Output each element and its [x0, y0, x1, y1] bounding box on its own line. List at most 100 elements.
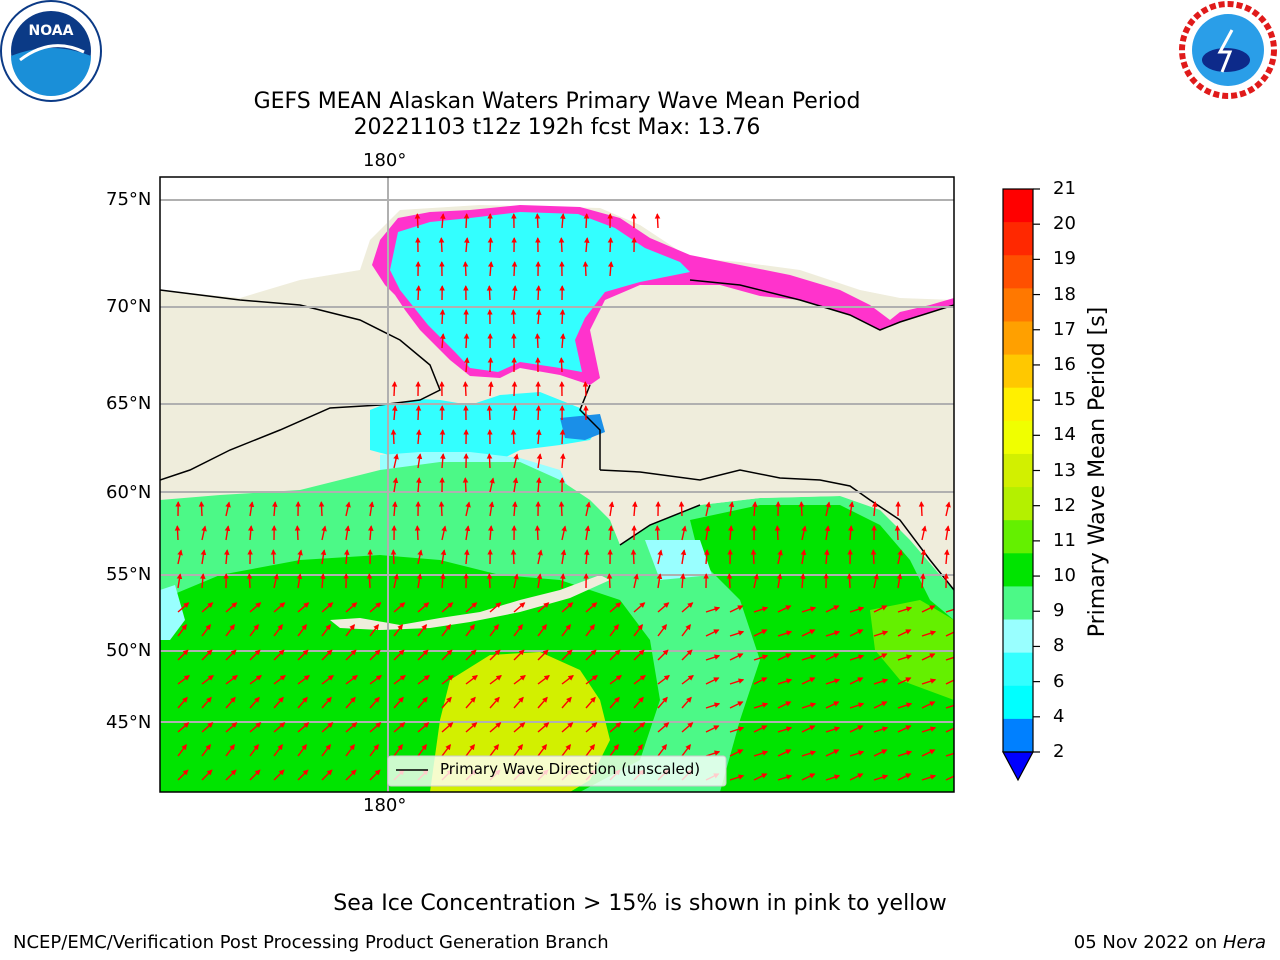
wave-direction-arrow [728, 525, 734, 541]
wave-direction-arrow [897, 549, 903, 565]
wave-direction-arrow [249, 722, 262, 733]
legend-label: Primary Wave Direction (unscaled) [440, 760, 701, 778]
wave-direction-arrow [465, 624, 475, 637]
wave-direction-arrow [417, 649, 429, 661]
wave-direction-arrow [392, 477, 399, 493]
alaska-south-coast [595, 470, 870, 545]
wave-direction-arrow [585, 722, 598, 733]
wave-direction-arrow [537, 675, 550, 685]
wave-direction-arrow [534, 525, 541, 541]
wave-direction-arrow [439, 309, 446, 325]
lat-label: 55°N [106, 564, 152, 585]
footer-credit: NCEP/EMC/Verification Post Processing Pr… [13, 932, 609, 953]
wave-direction-arrow [633, 602, 646, 613]
wave-direction-arrow [535, 405, 542, 421]
noaa-logo-text: NOAA [29, 23, 74, 39]
wave-direction-arrow [825, 749, 840, 757]
wave-direction-arrow [705, 629, 720, 637]
wave-direction-arrow [801, 629, 816, 637]
wave-direction-arrow [846, 573, 853, 589]
wave-direction-arrow [558, 357, 565, 373]
wave-direction-arrow [465, 649, 477, 661]
wave-direction-arrow [393, 453, 399, 469]
wave-direction-arrow [513, 696, 524, 709]
wave-direction-arrow [537, 549, 543, 565]
wave-direction-arrow [201, 675, 214, 685]
wave-direction-arrow [225, 722, 238, 733]
wave-direction-arrow [416, 429, 422, 445]
coastline-west-alaska [579, 384, 601, 470]
wave-direction-arrow [897, 725, 912, 733]
wave-direction-arrow [513, 744, 523, 757]
wave-direction-arrow [273, 602, 286, 613]
wave-direction-arrow [633, 722, 646, 733]
wave-direction-arrow [465, 744, 475, 757]
wave-direction-arrow [921, 678, 937, 685]
wave-direction-arrow [729, 701, 744, 709]
colorbar-tick-label: 13 [1053, 459, 1076, 481]
wave-direction-arrow [225, 501, 231, 517]
wave-direction-arrow [369, 624, 379, 637]
wave-direction-arrow [225, 696, 236, 709]
wave-direction-arrow [463, 213, 470, 229]
wave-direction-arrow [417, 722, 430, 733]
wave-direction-arrow [510, 549, 517, 565]
wave-direction-arrow [464, 237, 470, 253]
wave-direction-arrow [849, 629, 864, 637]
wave-direction-arrow [585, 602, 598, 613]
wave-direction-arrow [633, 649, 645, 661]
wave-direction-arrow [273, 573, 279, 589]
wave-direction-arrow [513, 602, 526, 613]
wave-direction-arrow [776, 573, 783, 589]
wave-direction-arrow [321, 649, 333, 661]
wave-direction-arrow [393, 675, 406, 685]
lat-label: 50°N [106, 640, 152, 661]
wave-direction-arrow [417, 696, 428, 709]
lat-label: 45°N [106, 712, 152, 733]
wave-direction-arrow [873, 605, 888, 613]
wave-direction-arrow [486, 285, 493, 301]
wave-direction-arrow [633, 696, 644, 709]
wave-direction-arrow [201, 769, 213, 781]
wave-direction-arrow [608, 525, 614, 541]
wave-direction-arrow [753, 773, 768, 781]
wave-direction-arrow [393, 722, 406, 733]
wave-direction-arrow [440, 213, 446, 229]
wave-direction-arrow [513, 573, 519, 589]
wave-direction-arrow [273, 744, 283, 757]
wave-direction-arrow [680, 549, 687, 565]
wave-direction-arrow [369, 769, 381, 781]
wave-direction-arrow [825, 726, 841, 733]
wave-direction-arrow [560, 573, 566, 589]
wave-direction-arrow [368, 525, 374, 541]
wave-direction-arrow [753, 702, 769, 709]
wave-direction-arrow [273, 624, 283, 637]
wave-direction-arrow [873, 749, 888, 757]
wave-direction-arrow [681, 722, 694, 733]
wave-direction-arrow [273, 769, 285, 781]
wave-direction-arrow [297, 744, 307, 757]
wave-direction-arrow [729, 749, 744, 757]
wave-direction-arrow [873, 774, 889, 781]
wave-direction-arrow [777, 774, 793, 781]
wave-direction-arrow [920, 549, 927, 565]
wave-direction-arrow [825, 701, 840, 709]
wave-direction-arrow [704, 549, 710, 565]
wave-direction-arrow [585, 696, 596, 709]
wave-direction-arrow [894, 525, 901, 541]
wave-direction-arrow [489, 602, 502, 613]
coastline-peninsula [619, 504, 701, 546]
wave-direction-arrow [561, 624, 571, 637]
wave-direction-arrow [918, 501, 925, 517]
colorbar-tick-label: 8 [1053, 635, 1065, 657]
wave-direction-arrow [873, 630, 889, 637]
wave-direction-arrow [536, 309, 542, 325]
wave-direction-arrow [561, 649, 573, 661]
colorbar-swatch [1003, 453, 1033, 488]
wave-direction-arrow [921, 774, 937, 781]
wave-direction-arrow [873, 653, 888, 661]
wave-direction-arrow [369, 696, 380, 709]
wave-direction-arrow [945, 654, 954, 661]
arctic-open-area [160, 177, 954, 300]
wave-direction-arrow [657, 624, 667, 637]
